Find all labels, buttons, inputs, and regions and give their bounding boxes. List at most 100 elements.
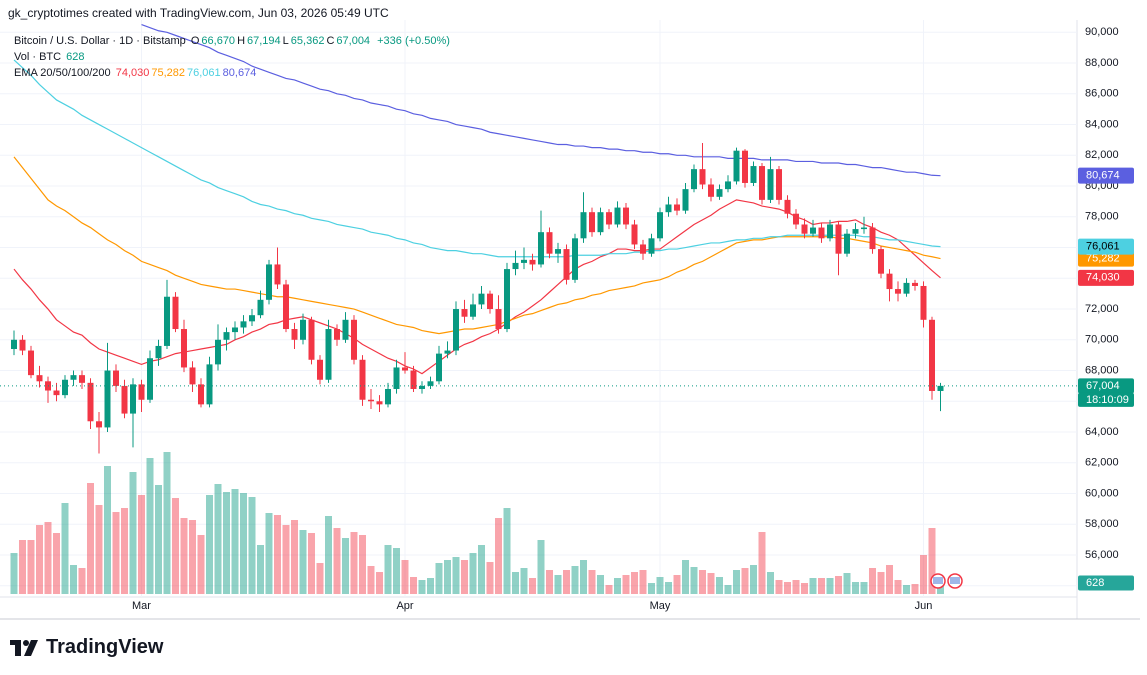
volume-bar [665, 582, 672, 594]
candle-body [470, 304, 476, 317]
volume-value: 628 [66, 51, 85, 63]
volume-bar [869, 568, 876, 594]
candle-body [818, 227, 825, 239]
candle-body [79, 375, 85, 383]
volume-bar [733, 570, 740, 594]
volume-bar [129, 472, 137, 594]
candle-body [215, 339, 221, 365]
volume-bar [886, 565, 893, 594]
candle-body [351, 319, 357, 360]
candle-body [172, 296, 179, 330]
candle-body [130, 384, 136, 414]
price-badge: 67,004 [1086, 380, 1120, 392]
volume-bar [180, 518, 188, 594]
candle-body [878, 249, 884, 274]
volume-bar [240, 493, 247, 594]
candle-body [648, 238, 655, 254]
candle-body [937, 385, 944, 391]
volume-bar [495, 518, 502, 594]
ema-value: 80,674 [222, 67, 257, 79]
volume-bar [257, 545, 264, 594]
ema-badge-bg [1078, 238, 1134, 255]
candle-body [546, 232, 553, 254]
candle-body [691, 169, 697, 190]
candle-body [419, 385, 425, 389]
candle-body [240, 321, 247, 328]
candle-body [895, 289, 901, 294]
candle-body [725, 181, 731, 190]
candle-body [538, 232, 544, 265]
candle-body [28, 350, 34, 376]
candle-body [232, 327, 238, 333]
header: gk_cryptotimes created with TradingView.… [8, 6, 389, 20]
volume-bar [656, 577, 664, 594]
ohlc: O 66,670 H 67,194 L 65,362 C 67,004 [191, 35, 372, 47]
volume-bar [206, 495, 213, 594]
candle-body [198, 384, 204, 405]
volume-bar [537, 540, 545, 594]
volume-bar [860, 582, 868, 594]
candle-body [87, 382, 94, 422]
y-tick-label: 86,000 [1085, 88, 1119, 100]
ema-label: EMA 20/50/100/200 [14, 67, 111, 79]
candle-body [801, 224, 808, 234]
volume-bar [605, 585, 613, 594]
volume-bar [44, 522, 52, 594]
candle-body [453, 309, 459, 351]
candle-body [266, 264, 272, 300]
candle-body [852, 229, 859, 234]
y-tick-label: 70,000 [1085, 334, 1119, 346]
volume-bar [248, 497, 256, 594]
volume-bar [631, 572, 638, 594]
ema-badge: 74,030 [1086, 272, 1120, 284]
candle-body [62, 379, 68, 396]
candles [0, 142, 1077, 454]
ohlc-value: 67,194 [247, 35, 281, 47]
ohlc-key: H [237, 35, 246, 47]
volume-bar [818, 578, 825, 594]
candle-body [359, 359, 366, 400]
axis: 90,00088,00086,00084,00082,00080,00078,0… [132, 26, 1134, 612]
volume-bar [571, 566, 579, 594]
volume-bar [673, 575, 681, 594]
ema-badge: 80,674 [1086, 170, 1120, 182]
volume-bar [95, 505, 103, 594]
y-tick-label: 60,000 [1085, 487, 1119, 499]
candle-body [368, 399, 374, 402]
y-tick-label: 72,000 [1085, 303, 1119, 315]
x-tick-label: Mar [132, 600, 151, 612]
volume-bar [393, 548, 400, 594]
volume-bar [750, 565, 757, 594]
candle-body [436, 353, 442, 382]
grid [0, 20, 1077, 597]
volume-bar [469, 553, 477, 594]
candle-body [742, 150, 748, 183]
volume-bar [580, 560, 587, 594]
volume-bar [61, 503, 69, 594]
candle-body [929, 319, 935, 391]
volume-bar [435, 563, 443, 594]
volume-bar [104, 466, 111, 594]
candle-body [810, 227, 816, 234]
logo-text: TradingView [46, 636, 164, 658]
volume-bar [427, 578, 434, 594]
candle-body [308, 319, 315, 360]
candle-body [393, 367, 400, 389]
price-badge-bg [1078, 378, 1134, 394]
candle-body [827, 224, 833, 239]
candle-body [104, 370, 111, 428]
volume-bar [529, 578, 536, 594]
candle-body [223, 332, 230, 340]
volume-bar [835, 576, 842, 594]
ema-value: 75,282 [151, 67, 186, 79]
candle-body [164, 296, 170, 346]
ohlc-key: C [326, 35, 335, 47]
volume-bar [112, 512, 120, 594]
candle-body [521, 259, 527, 263]
candle-body [36, 375, 43, 382]
candle-body [495, 309, 502, 330]
volume-bar [333, 528, 341, 594]
y-tick-label: 62,000 [1085, 457, 1119, 469]
